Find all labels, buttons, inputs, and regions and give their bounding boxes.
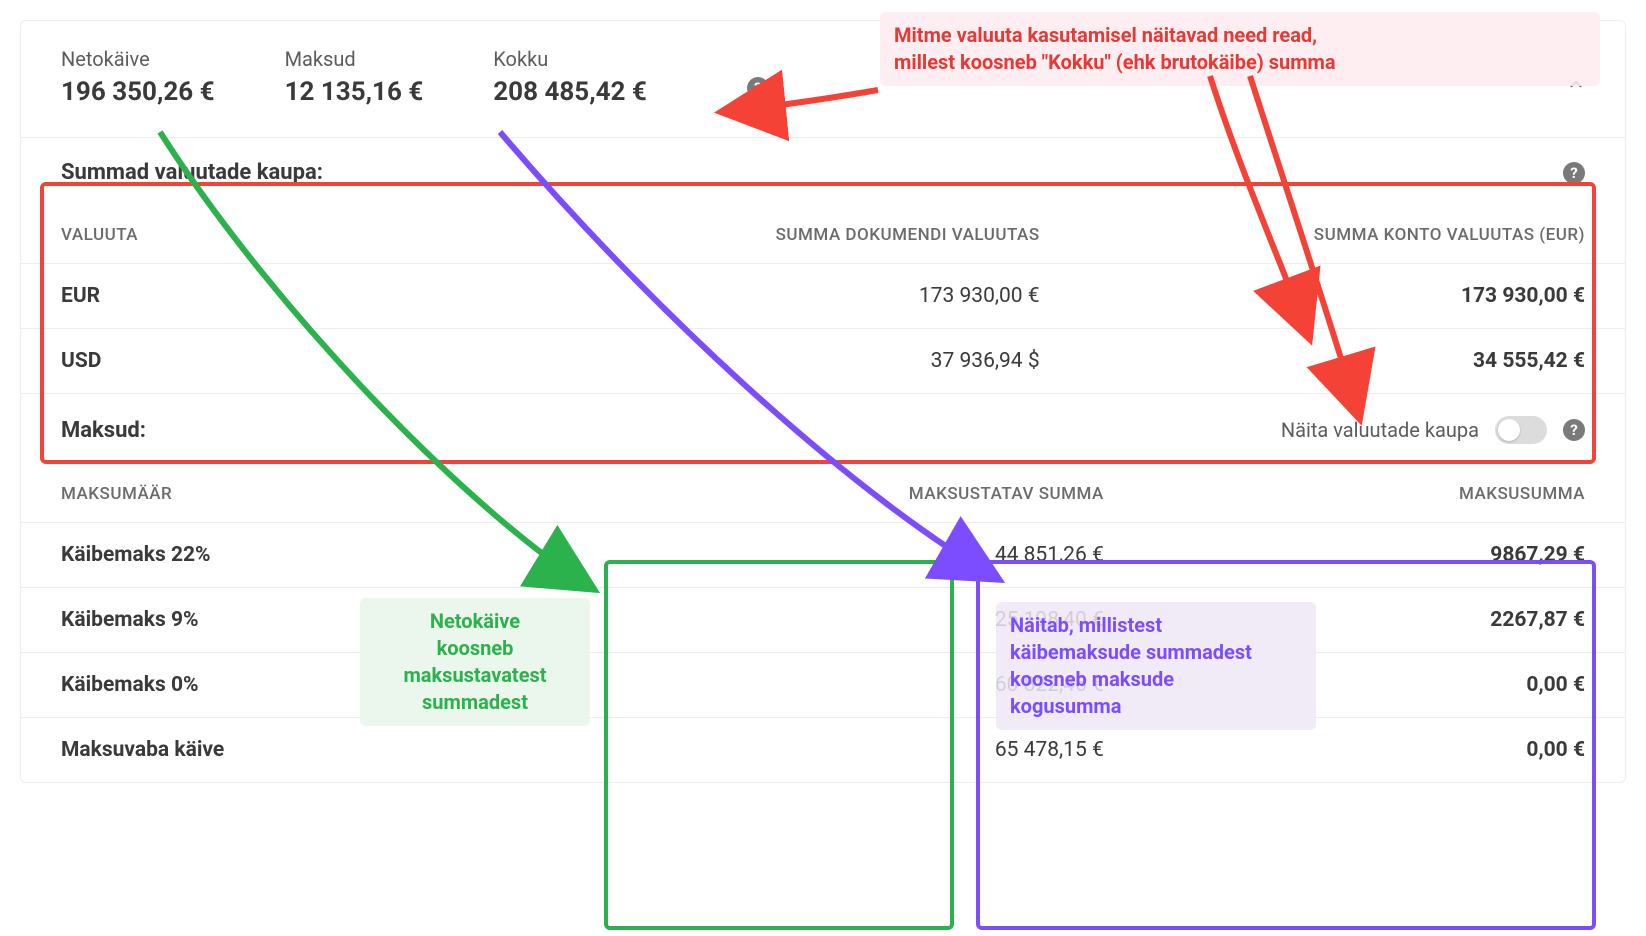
summary-panel: Netokäive 196 350,26 € Maksud 12 135,16 … bbox=[20, 20, 1626, 783]
table-row: Käibemaks 0% 60 822,46 € 0,00 € bbox=[21, 653, 1625, 718]
col-taxable: MAKSUSTATAV SUMMA bbox=[663, 466, 1144, 523]
tax-table: MAKSUMÄÄR MAKSUSTATAV SUMMA MAKSUSUMMA K… bbox=[21, 466, 1625, 782]
taxes-value: 12 135,16 € bbox=[285, 77, 424, 107]
rate-cell: Käibemaks 9% bbox=[21, 588, 663, 653]
taxes-label: Maksud bbox=[285, 47, 424, 71]
table-row: USD 37 936,94 $ 34 555,42 € bbox=[21, 329, 1625, 394]
base-cell: 65 478,15 € bbox=[663, 718, 1144, 783]
base-cell: 44 851,26 € bbox=[663, 523, 1144, 588]
currency-cell: EUR bbox=[21, 264, 550, 329]
currency-breakdown-toggle[interactable] bbox=[1495, 416, 1547, 444]
currency-section: Summad valuutade kaupa: ? VALUUTA SUMMA … bbox=[21, 137, 1625, 393]
table-row: EUR 173 930,00 € 173 930,00 € bbox=[21, 264, 1625, 329]
tax-section-header: Maksud: Näita valuutade kaupa ? bbox=[21, 394, 1625, 466]
col-account-amount: SUMMA KONTO VALUUTAS (EUR) bbox=[1080, 207, 1625, 264]
total-value: 208 485,42 € bbox=[493, 77, 647, 107]
rate-cell: Käibemaks 0% bbox=[21, 653, 663, 718]
tax-section-title: Maksud: bbox=[61, 418, 146, 443]
table-row: Käibemaks 22% 44 851,26 € 9867,29 € bbox=[21, 523, 1625, 588]
help-icon[interactable]: ? bbox=[747, 77, 769, 99]
total-block: Kokku 208 485,42 € bbox=[493, 47, 647, 107]
table-row: Maksuvaba käive 65 478,15 € 0,00 € bbox=[21, 718, 1625, 783]
col-currency: VALUUTA bbox=[21, 207, 550, 264]
base-cell: 60 822,46 € bbox=[663, 653, 1144, 718]
doc-amount-cell: 37 936,94 $ bbox=[550, 329, 1079, 394]
account-amount-cell: 173 930,00 € bbox=[1080, 264, 1625, 329]
summary-row: Netokäive 196 350,26 € Maksud 12 135,16 … bbox=[21, 21, 1625, 137]
currency-section-header: Summad valuutade kaupa: ? bbox=[21, 138, 1625, 207]
col-doc-amount: SUMMA DOKUMENDI VALUUTAS bbox=[550, 207, 1079, 264]
net-turnover-block: Netokäive 196 350,26 € bbox=[61, 47, 215, 107]
rate-cell: Maksuvaba käive bbox=[21, 718, 663, 783]
account-amount-cell: 34 555,42 € bbox=[1080, 329, 1625, 394]
col-rate: MAKSUMÄÄR bbox=[21, 466, 663, 523]
tax-cell: 0,00 € bbox=[1144, 718, 1625, 783]
tax-cell: 2267,87 € bbox=[1144, 588, 1625, 653]
base-cell: 25 198,40 € bbox=[663, 588, 1144, 653]
doc-amount-cell: 173 930,00 € bbox=[550, 264, 1079, 329]
net-turnover-label: Netokäive bbox=[61, 47, 215, 71]
collapse-chevron-icon[interactable] bbox=[1567, 75, 1585, 93]
tax-cell: 0,00 € bbox=[1144, 653, 1625, 718]
help-icon[interactable]: ? bbox=[1563, 419, 1585, 441]
rate-cell: Käibemaks 22% bbox=[21, 523, 663, 588]
net-turnover-value: 196 350,26 € bbox=[61, 77, 215, 107]
taxes-block: Maksud 12 135,16 € bbox=[285, 47, 424, 107]
tax-cell: 9867,29 € bbox=[1144, 523, 1625, 588]
toggle-label: Näita valuutade kaupa bbox=[1281, 418, 1479, 442]
currency-table: VALUUTA SUMMA DOKUMENDI VALUUTAS SUMMA K… bbox=[21, 207, 1625, 393]
total-label: Kokku bbox=[493, 47, 647, 71]
table-row: Käibemaks 9% 25 198,40 € 2267,87 € bbox=[21, 588, 1625, 653]
currency-section-title: Summad valuutade kaupa: bbox=[61, 160, 323, 185]
currency-cell: USD bbox=[21, 329, 550, 394]
tax-section: Maksud: Näita valuutade kaupa ? MAKSUMÄÄ… bbox=[21, 393, 1625, 782]
col-tax-amount: MAKSUSUMMA bbox=[1144, 466, 1625, 523]
help-icon[interactable]: ? bbox=[1563, 162, 1585, 184]
